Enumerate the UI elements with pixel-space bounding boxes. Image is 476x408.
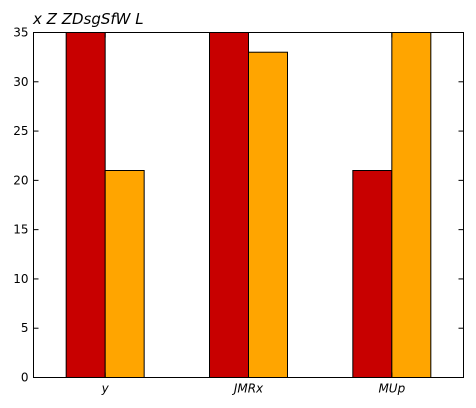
x-tick-label: JMRx [232, 382, 264, 396]
chart-title: x Z ZDsgSfW L [32, 10, 144, 28]
bar-MUp-series-2 [391, 32, 432, 378]
y-tick-label: 25 [13, 124, 28, 138]
bars-group [65, 32, 432, 378]
y-tick-label: 5 [21, 321, 29, 335]
x-tick-label: y [101, 382, 110, 396]
y-tick-label: 30 [13, 75, 28, 89]
y-tick-label: 35 [13, 26, 28, 40]
y-tick-label: 20 [13, 173, 28, 187]
x-axis: y JMRx MUp [101, 32, 406, 396]
bar-y-series-1 [65, 32, 106, 378]
plot-frame [33, 32, 464, 378]
y-tick-label: 10 [13, 272, 28, 286]
y-tick-label: 15 [13, 223, 28, 237]
y-tick-label: 0 [21, 371, 29, 385]
y-axis: 0 5 10 15 20 25 30 35 [13, 26, 464, 385]
bar-JMRx-series-2 [248, 51, 288, 378]
x-tick-label: MUp [378, 382, 405, 396]
bar-JMRx-series-1 [209, 32, 249, 378]
bar-y-series-2 [104, 170, 145, 378]
bar-MUp-series-1 [352, 170, 393, 378]
